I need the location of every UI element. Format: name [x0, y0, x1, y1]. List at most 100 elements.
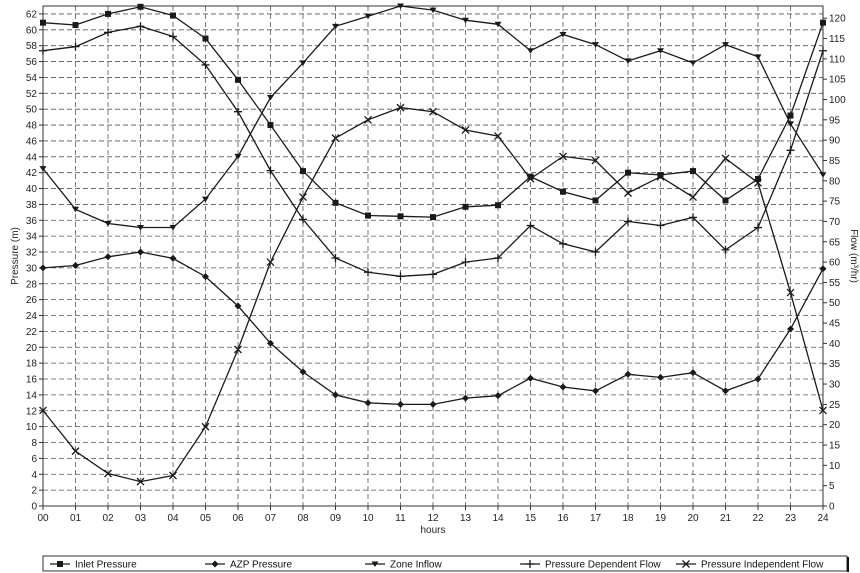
pressure-dependent-flow-point: [136, 22, 145, 31]
pressure-independent-flow-point: [559, 152, 567, 161]
left-tick-label: 14: [26, 390, 38, 401]
inlet-pressure-point: [560, 188, 566, 195]
x-tick-label: 12: [427, 513, 439, 524]
inlet-pressure-point: [235, 76, 241, 83]
azp-pressure-point: [559, 383, 567, 391]
inlet-pressure-point: [202, 35, 209, 42]
x-tick-label: 16: [557, 513, 569, 524]
pressure-independent-flow-point: [136, 477, 145, 486]
inlet-pressure-point: [787, 112, 794, 119]
left-tick-label: 48: [26, 121, 38, 132]
left-tick-label: 12: [26, 406, 38, 417]
left-tick-label: 22: [26, 327, 38, 338]
right-tick-label: 60: [829, 258, 841, 269]
azp-pressure-point: [787, 325, 794, 333]
pressure-independent-flow-point: [656, 172, 665, 181]
azp-pressure-point: [624, 370, 632, 378]
inlet-pressure-point: [300, 168, 306, 175]
pressure-dependent-flow-point: [201, 60, 210, 69]
x-tick-label: 00: [37, 513, 49, 524]
pressure-independent-flow-point: [396, 103, 405, 112]
x-tick-label: 05: [200, 513, 212, 524]
right-axis: 0 5 10 15 20 25 30 35 40 45 50 55 60 65 70 75 80 85 90 95 10…: [823, 14, 846, 513]
pressure-independent-flow-point: [526, 174, 535, 183]
pressure-dependent-flow-point: [234, 107, 242, 116]
left-tick-label: 8: [31, 438, 37, 449]
left-tick-label: 20: [26, 343, 38, 354]
pressure-dependent-flow-point: [786, 146, 795, 155]
x-tick-label: 18: [622, 513, 634, 524]
pressure-independent-flow-point: [299, 193, 307, 202]
azp-pressure-point: [104, 253, 112, 261]
x-tick-label: 20: [687, 513, 699, 524]
x-axis-title: hours: [420, 525, 445, 536]
x-tick-label: 10: [362, 513, 374, 524]
x-tick-label: 11: [395, 513, 406, 524]
pressure-dependent-flow-point: [71, 42, 80, 51]
pressure-dependent-flow-point: [169, 32, 177, 41]
pressure-independent-flow-point: [169, 471, 177, 480]
right-tick-label: 70: [829, 217, 841, 228]
right-tick-label: 5: [829, 481, 835, 492]
pressure-dependent-flow-point: [429, 270, 437, 279]
pressure-independent-flow-point: [689, 193, 697, 202]
inlet-pressure-point: [105, 10, 111, 17]
left-tick-label: 38: [26, 200, 38, 211]
right-tick-label: 105: [829, 75, 846, 86]
azp-pressure-point: [169, 254, 177, 262]
azp-pressure-point: [689, 369, 697, 377]
pressure-independent-flow-point: [104, 469, 112, 478]
left-tick-label: 30: [26, 263, 38, 274]
left-tick-label: 36: [26, 216, 38, 227]
right-tick-label: 75: [829, 197, 841, 208]
right-tick-label: 0: [829, 502, 835, 513]
pressure-dependent-flow-point: [364, 268, 372, 277]
right-tick-label: 50: [829, 298, 841, 309]
x-tick-label: 13: [460, 513, 472, 524]
pressure-dependent-flow-point: [494, 254, 502, 263]
inlet-pressure-point: [72, 22, 79, 29]
left-axis: 0246810121416182022242628303234363840424…: [26, 9, 43, 513]
legend-marker: [211, 560, 219, 568]
x-tick-label: 04: [167, 513, 179, 524]
pressure-independent-flow-point: [266, 258, 275, 267]
azp-pressure-point: [819, 265, 827, 273]
inlet-pressure-point: [170, 12, 176, 19]
pressure-dependent-flow-point: [266, 166, 275, 175]
right-tick-label: 110: [829, 54, 845, 65]
series-pressure-dependent-flow: [39, 22, 827, 281]
zone-inflow-point: [657, 48, 664, 54]
azp-pressure-point: [462, 394, 469, 402]
legend-marker: [371, 561, 379, 567]
zone-inflow-point: [267, 94, 274, 101]
pressure-independent-flow-point: [429, 107, 437, 116]
x-tick-label: 02: [102, 513, 114, 524]
left-tick-label: 56: [26, 57, 38, 68]
zone-inflow-point: [397, 3, 404, 9]
legend-label: Pressure Independent Flow: [701, 560, 824, 571]
azp-pressure-point: [592, 387, 599, 395]
series-pressure-independent-flow: [39, 103, 827, 486]
pressure-dependent-flow-point: [331, 254, 340, 263]
inlet-pressure-point: [365, 212, 371, 219]
zone-inflow-point: [689, 60, 697, 66]
right-tick-label: 30: [829, 380, 841, 391]
pressure-dependent-flow-point: [591, 247, 600, 256]
pressure-dependent-flow-point: [656, 221, 665, 230]
inlet-pressure-point: [40, 19, 46, 26]
left-tick-label: 42: [26, 168, 38, 179]
pressure-independent-flow-point: [461, 126, 470, 134]
left-tick-label: 32: [26, 248, 38, 259]
right-tick-label: 90: [829, 136, 841, 147]
right-tick-label: 20: [829, 420, 841, 431]
left-tick-label: 58: [26, 41, 38, 52]
pressure-dependent-flow-point: [819, 46, 827, 55]
zone-inflow-point: [592, 42, 599, 48]
azp-pressure-point: [397, 400, 404, 408]
legend-marker: [682, 560, 690, 568]
legend-item-azp-pressure: AZP Pressure: [205, 560, 292, 571]
inlet-pressure-point: [137, 3, 144, 10]
x-tick-label: 08: [297, 513, 309, 524]
inlet-pressure-point: [722, 197, 729, 204]
